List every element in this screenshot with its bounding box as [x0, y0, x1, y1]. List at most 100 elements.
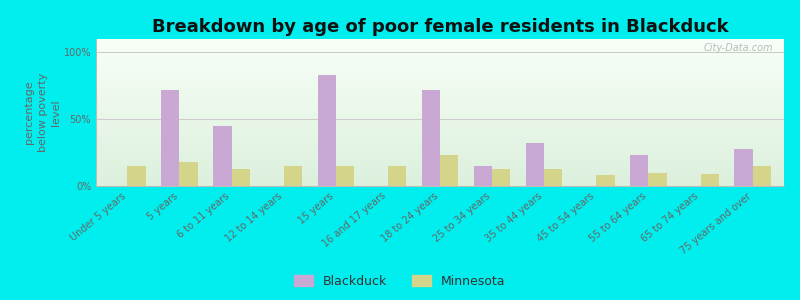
Bar — [492, 169, 510, 186]
Bar — [96, 44, 784, 45]
Bar — [96, 40, 784, 41]
Bar — [96, 133, 784, 134]
Bar — [231, 169, 250, 186]
Bar — [96, 84, 784, 85]
Bar — [96, 69, 784, 70]
Bar — [96, 72, 784, 73]
Bar — [96, 165, 784, 166]
Bar — [96, 111, 784, 112]
Bar — [96, 51, 784, 52]
Bar — [96, 145, 784, 146]
Bar — [179, 162, 198, 186]
Bar — [96, 167, 784, 168]
Bar — [96, 169, 784, 170]
Bar — [96, 79, 784, 80]
Y-axis label: percentage
below poverty
level: percentage below poverty level — [25, 73, 61, 152]
Bar — [96, 96, 784, 97]
Bar — [96, 99, 784, 100]
Bar — [96, 148, 784, 149]
Bar — [96, 115, 784, 116]
Bar — [96, 39, 784, 40]
Bar — [96, 76, 784, 77]
Bar — [96, 117, 784, 118]
Bar — [96, 75, 784, 76]
Bar — [161, 90, 179, 186]
Bar — [474, 166, 492, 186]
Bar — [96, 157, 784, 158]
Bar — [96, 47, 784, 48]
Bar — [96, 135, 784, 136]
Bar — [96, 120, 784, 121]
Bar — [96, 48, 784, 49]
Bar — [96, 49, 784, 50]
Bar — [96, 61, 784, 62]
Bar — [96, 153, 784, 154]
Bar — [96, 171, 784, 172]
Bar — [96, 154, 784, 155]
Bar — [96, 80, 784, 81]
Bar — [96, 152, 784, 153]
Bar — [96, 129, 784, 130]
Bar — [96, 85, 784, 86]
Bar — [96, 103, 784, 104]
Legend: Blackduck, Minnesota: Blackduck, Minnesota — [294, 275, 506, 288]
Bar — [96, 60, 784, 61]
Bar — [96, 134, 784, 135]
Bar — [96, 159, 784, 160]
Bar — [96, 45, 784, 46]
Bar — [96, 77, 784, 78]
Bar — [96, 156, 784, 157]
Bar — [96, 64, 784, 65]
Bar — [96, 140, 784, 141]
Bar — [96, 183, 784, 184]
Bar — [734, 148, 753, 186]
Bar — [96, 184, 784, 185]
Bar — [96, 82, 784, 83]
Bar — [96, 52, 784, 53]
Bar — [96, 82, 784, 83]
Bar — [96, 95, 784, 96]
Bar — [96, 118, 784, 119]
Bar — [96, 90, 784, 91]
Bar — [96, 93, 784, 94]
Bar — [96, 124, 784, 125]
Bar — [96, 182, 784, 183]
Bar — [96, 139, 784, 140]
Bar — [96, 179, 784, 180]
Bar — [96, 130, 784, 131]
Bar — [96, 83, 784, 84]
Bar — [96, 121, 784, 122]
Bar — [96, 46, 784, 47]
Bar — [96, 174, 784, 175]
Bar — [96, 118, 784, 119]
Bar — [96, 67, 784, 68]
Title: Breakdown by age of poor female residents in Blackduck: Breakdown by age of poor female resident… — [152, 18, 728, 36]
Bar — [96, 175, 784, 176]
Bar — [440, 155, 458, 186]
Bar — [96, 141, 784, 142]
Bar — [649, 172, 666, 186]
Bar — [96, 65, 784, 66]
Bar — [96, 123, 784, 124]
Bar — [96, 106, 784, 107]
Bar — [96, 177, 784, 178]
Bar — [96, 56, 784, 57]
Bar — [127, 166, 146, 186]
Bar — [96, 112, 784, 113]
Bar — [96, 87, 784, 88]
Bar — [96, 176, 784, 177]
Bar — [96, 59, 784, 60]
Bar — [96, 104, 784, 105]
Bar — [96, 132, 784, 133]
Bar — [630, 155, 649, 186]
Bar — [96, 63, 784, 64]
Bar — [96, 92, 784, 93]
Bar — [284, 166, 302, 186]
Bar — [96, 155, 784, 156]
Bar — [96, 143, 784, 144]
Bar — [96, 162, 784, 163]
Bar — [96, 71, 784, 72]
Bar — [96, 50, 784, 51]
Bar — [96, 170, 784, 171]
Bar — [96, 119, 784, 120]
